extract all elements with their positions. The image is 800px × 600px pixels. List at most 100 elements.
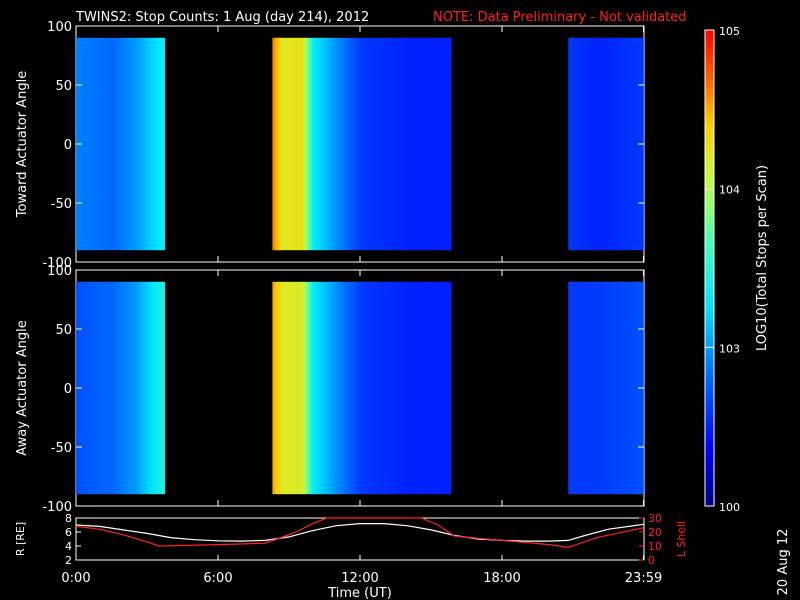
r-ytick-label: 2 — [65, 554, 72, 567]
heatmap-cell — [378, 281, 382, 495]
heatmap-cell — [272, 37, 276, 251]
heatmap-cell — [357, 37, 361, 251]
heatmap-cell — [364, 281, 368, 495]
heatmap-cell — [324, 281, 328, 495]
heatmap-cell — [333, 281, 337, 495]
colorbar-tick-label: 105 — [719, 25, 740, 38]
heatmap-cell — [274, 281, 278, 495]
heatmap-cell — [617, 281, 621, 495]
heatmap-cell — [438, 281, 441, 495]
heatmap-cell — [447, 37, 451, 251]
heatmap-cell — [390, 281, 394, 495]
xtick-label: 18:00 — [483, 571, 520, 586]
heatmap-cell — [610, 281, 614, 495]
heatmap-cell — [137, 37, 141, 251]
heatmap-cell — [423, 281, 427, 495]
heatmap-cell — [329, 37, 332, 251]
xtick-label: 6:00 — [203, 571, 232, 586]
heatmap-cell — [163, 281, 166, 495]
heatmap-cell — [383, 37, 387, 251]
heatmap-cell — [596, 37, 600, 251]
heatmap-cell — [300, 37, 304, 251]
heatmap-cell — [106, 37, 110, 251]
heatmap-cell — [298, 281, 302, 495]
heatmap-cell — [400, 281, 403, 495]
ytick-label: 0 — [64, 138, 72, 153]
heatmap-cell — [360, 281, 363, 495]
heatmap-cell — [315, 281, 318, 495]
heatmap-cell — [99, 281, 103, 495]
heatmap-cell — [142, 37, 145, 251]
heatmap-cell — [610, 37, 614, 251]
heatmap-cell — [625, 281, 628, 495]
heatmap-cell — [317, 37, 321, 251]
heatmap-cell — [305, 281, 309, 495]
heatmap-cell — [414, 37, 418, 251]
heatmap-cell — [139, 281, 143, 495]
heatmap-cell — [364, 37, 368, 251]
heatmap-cell — [570, 281, 574, 495]
heatmap-cell — [315, 37, 318, 251]
heatmap-cell — [326, 281, 330, 495]
heatmap-cell — [402, 37, 406, 251]
heatmap-cell — [120, 37, 124, 251]
heatmap-cell — [149, 37, 153, 251]
heatmap-cell — [341, 37, 344, 251]
heatmap-cell — [395, 281, 399, 495]
heatmap-cell — [296, 37, 299, 251]
heatmap-cell — [383, 281, 387, 495]
heatmap-cell — [322, 37, 325, 251]
heatmap-cell — [360, 37, 363, 251]
colorbar-label: LOG10(Total Stops per Scan) — [755, 165, 770, 351]
heatmap-cell — [416, 281, 420, 495]
heatmap-cell — [449, 281, 452, 495]
heatmap-cell — [132, 37, 136, 251]
heatmap-cell — [402, 281, 406, 495]
heatmap-cell — [343, 37, 347, 251]
heatmap-cell — [106, 281, 110, 495]
heatmap-cell — [94, 37, 98, 251]
colorbar-tick-label: 103 — [719, 342, 740, 355]
colorbar-tick-label: 100 — [719, 501, 740, 514]
heatmap-cell — [319, 281, 323, 495]
heatmap-cell — [274, 37, 278, 251]
heatmap-cell — [272, 281, 276, 495]
heatmap-cell — [286, 281, 290, 495]
heatmap-cell — [613, 37, 616, 251]
heatmap-cell — [104, 37, 108, 251]
heatmap-cell — [156, 37, 160, 251]
away-yticks: 100 50 0 -50 -100 — [42, 264, 645, 515]
heatmap-cell — [293, 37, 297, 251]
heatmap-cell — [111, 37, 115, 251]
heatmap-cell — [312, 37, 316, 251]
heatmap-cell — [414, 281, 418, 495]
heatmap-cell — [94, 281, 98, 495]
heatmap-cell — [83, 37, 86, 251]
heatmap-cell — [580, 281, 583, 495]
heatmap-cell — [123, 281, 126, 495]
heatmap-cell — [584, 281, 588, 495]
heatmap-cell — [307, 37, 311, 251]
heatmap-cell — [130, 37, 134, 251]
xtick-label: 23:59 — [625, 571, 662, 586]
heatmap-cell — [615, 281, 619, 495]
heatmap-cell — [442, 37, 446, 251]
heatmap-cell — [435, 37, 439, 251]
heatmap-cell — [584, 37, 588, 251]
heatmap-cell — [599, 37, 602, 251]
heatmap-cell — [634, 37, 638, 251]
heatmap-cell — [102, 37, 105, 251]
heatmap-cell — [97, 37, 100, 251]
heatmap-cell — [634, 281, 638, 495]
lshell-ylabel: L Shell — [675, 521, 688, 557]
heatmap-cell — [447, 281, 451, 495]
heatmap-cell — [336, 281, 339, 495]
heatmap-cell — [622, 281, 626, 495]
heatmap-cell — [591, 37, 595, 251]
heatmap-cell — [629, 281, 633, 495]
heatmap-cell — [428, 281, 432, 495]
heatmap-cell — [397, 281, 401, 495]
ytick-label: -100 — [42, 256, 72, 271]
